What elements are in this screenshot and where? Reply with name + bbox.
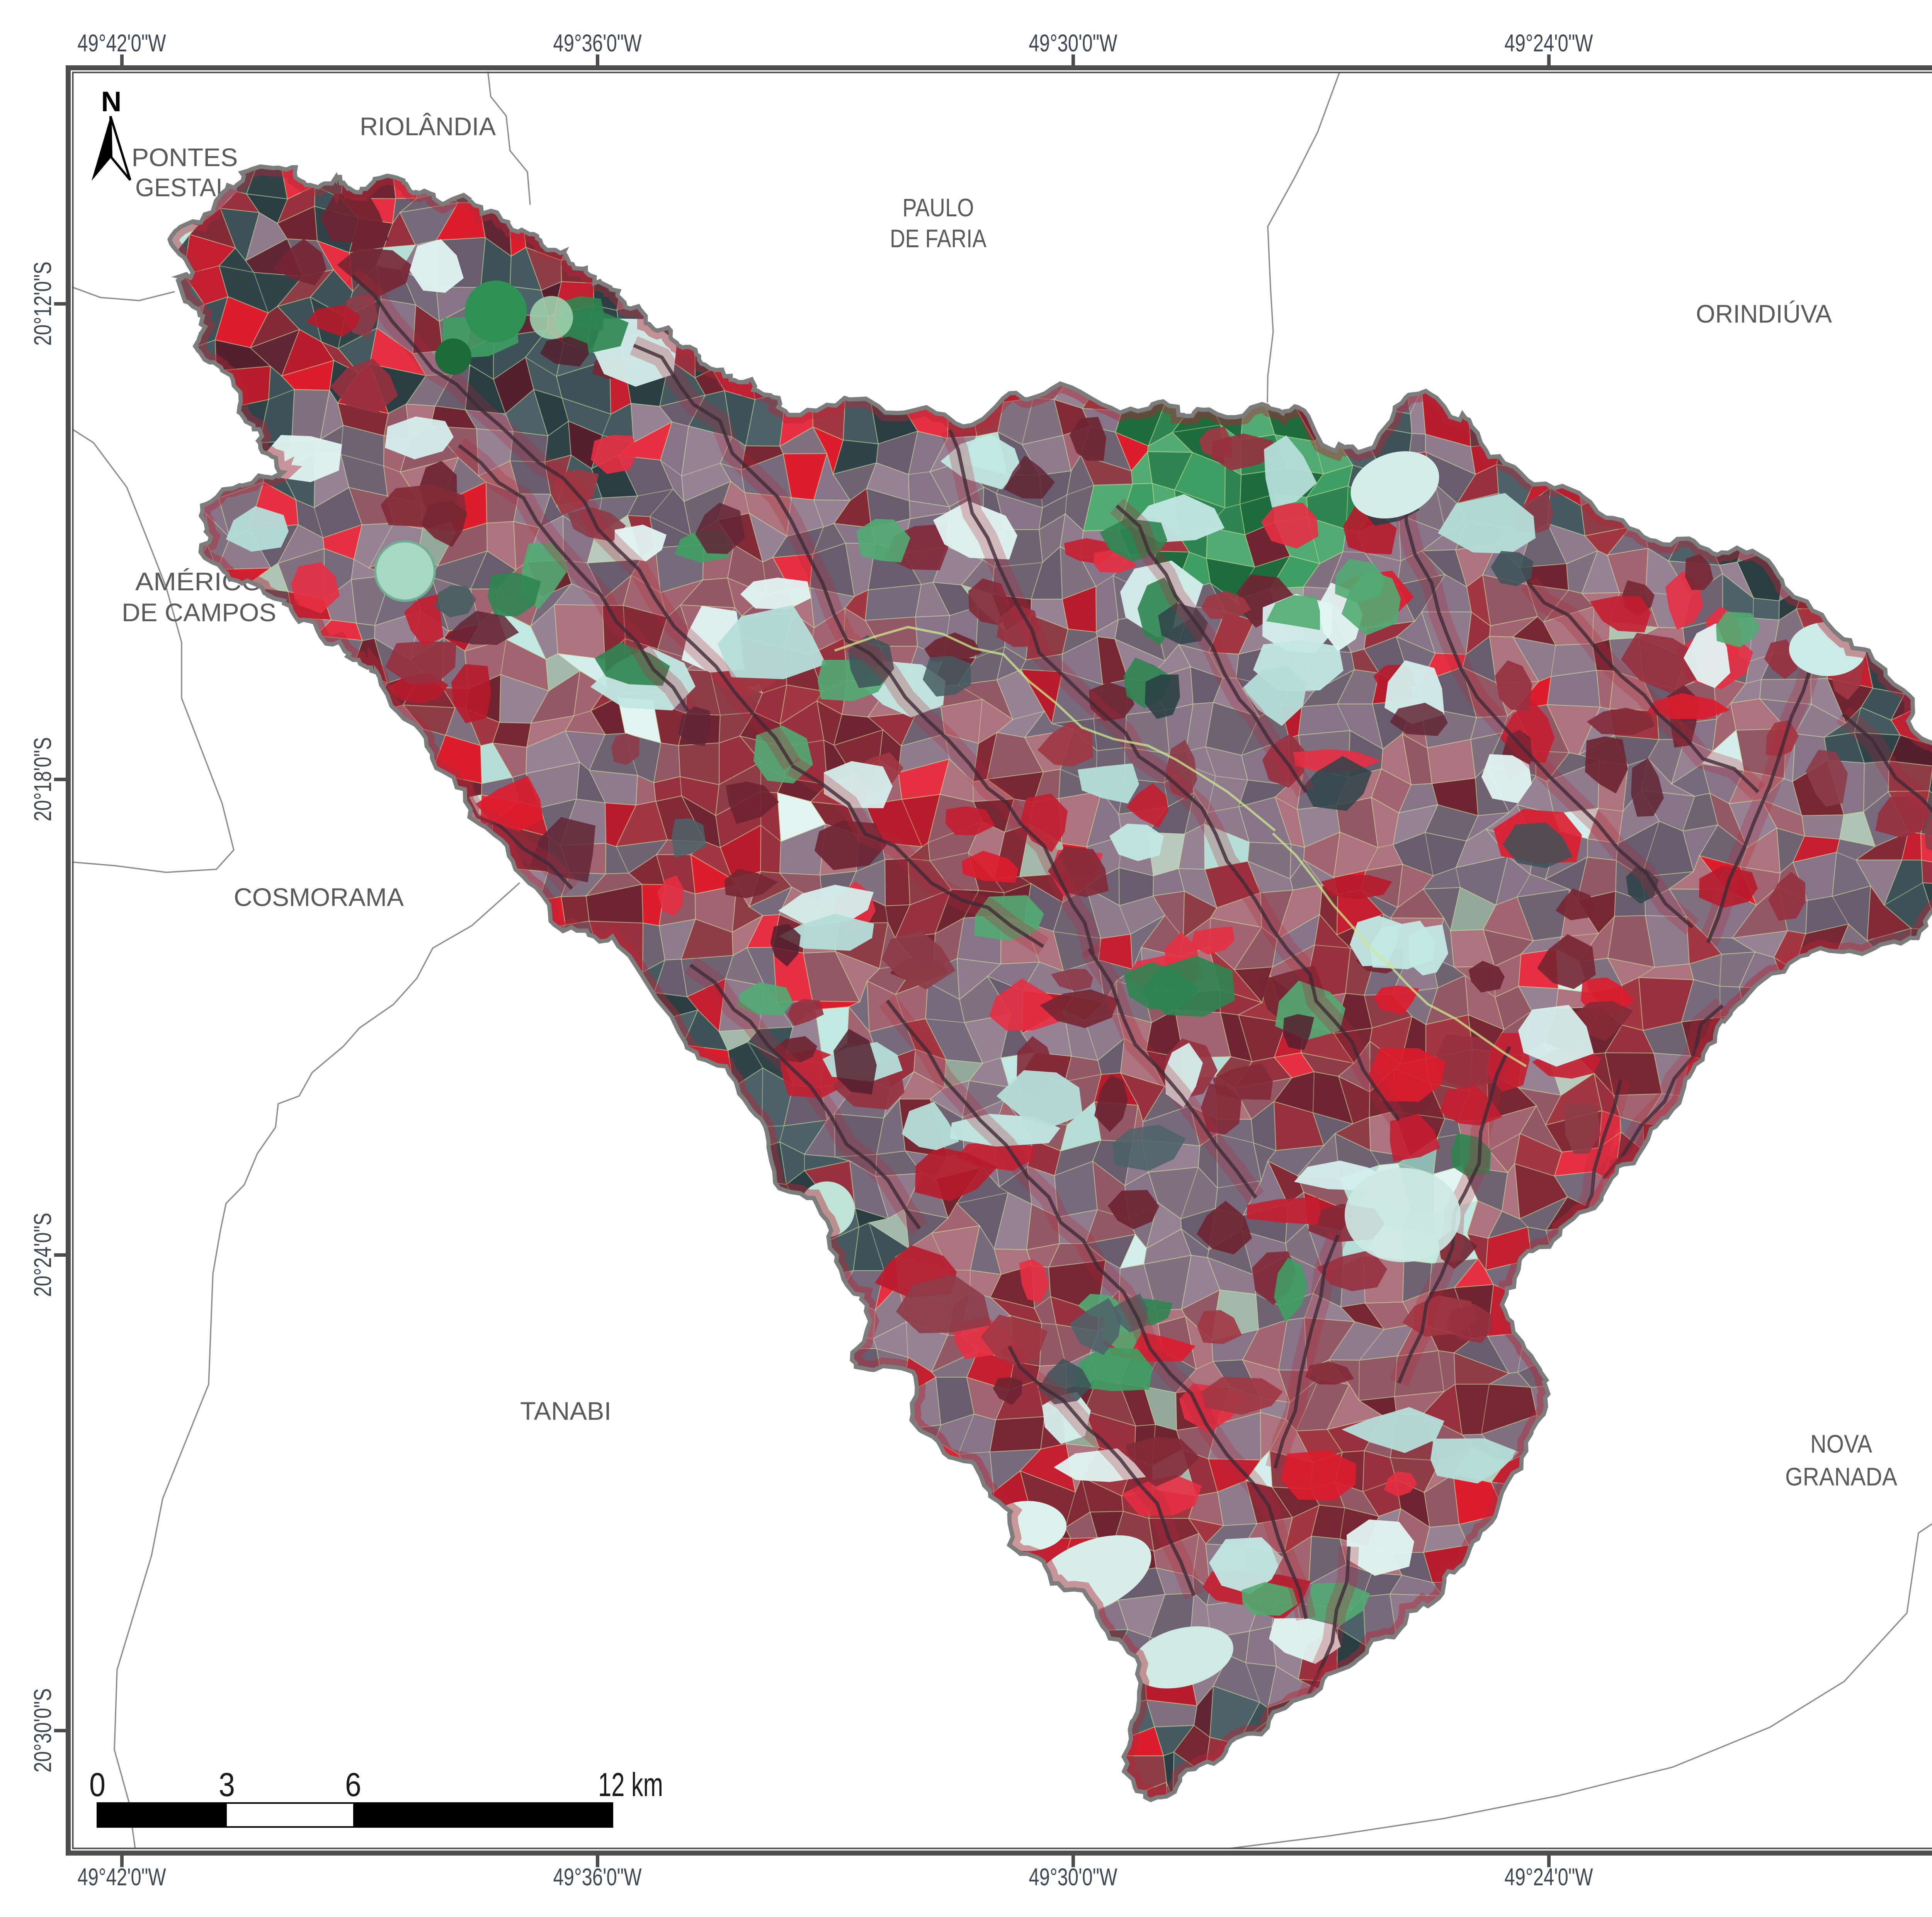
svg-text:GESTAL: GESTAL <box>135 173 230 202</box>
svg-text:GRANADA: GRANADA <box>1785 1462 1897 1491</box>
svg-text:DE CAMPOS: DE CAMPOS <box>122 598 276 627</box>
svg-text:20°24'0"S: 20°24'0"S <box>29 1213 56 1297</box>
svg-text:TANABI: TANABI <box>520 1397 611 1425</box>
svg-text:COSMORAMA: COSMORAMA <box>234 883 404 911</box>
svg-text:N: N <box>101 86 122 117</box>
svg-text:49°36'0"W: 49°36'0"W <box>553 1864 642 1891</box>
svg-text:12 km: 12 km <box>598 1766 663 1803</box>
svg-text:PAULO: PAULO <box>903 193 974 222</box>
svg-text:ORINDIÚVA: ORINDIÚVA <box>1696 299 1832 328</box>
svg-text:20°30'0"S: 20°30'0"S <box>29 1688 56 1773</box>
svg-text:PONTES: PONTES <box>132 143 238 172</box>
svg-text:49°42'0"W: 49°42'0"W <box>78 1864 166 1891</box>
svg-text:6: 6 <box>345 1766 361 1803</box>
svg-text:3: 3 <box>219 1766 235 1803</box>
svg-text:20°12'0"S: 20°12'0"S <box>29 262 56 346</box>
svg-text:49°24'0"W: 49°24'0"W <box>1505 30 1593 57</box>
svg-text:49°30'0"W: 49°30'0"W <box>1029 30 1117 57</box>
svg-text:49°36'0"W: 49°36'0"W <box>553 30 642 57</box>
svg-text:NOVA: NOVA <box>1810 1429 1872 1458</box>
svg-text:49°24'0"W: 49°24'0"W <box>1505 1864 1593 1891</box>
svg-text:49°42'0"W: 49°42'0"W <box>78 30 166 57</box>
svg-text:49°30'0"W: 49°30'0"W <box>1029 1864 1117 1891</box>
svg-text:RIOLÂNDIA: RIOLÂNDIA <box>360 112 496 141</box>
svg-text:20°18'0"S: 20°18'0"S <box>29 737 56 821</box>
svg-text:0: 0 <box>89 1766 105 1803</box>
svg-text:DE FARIA: DE FARIA <box>890 224 986 253</box>
